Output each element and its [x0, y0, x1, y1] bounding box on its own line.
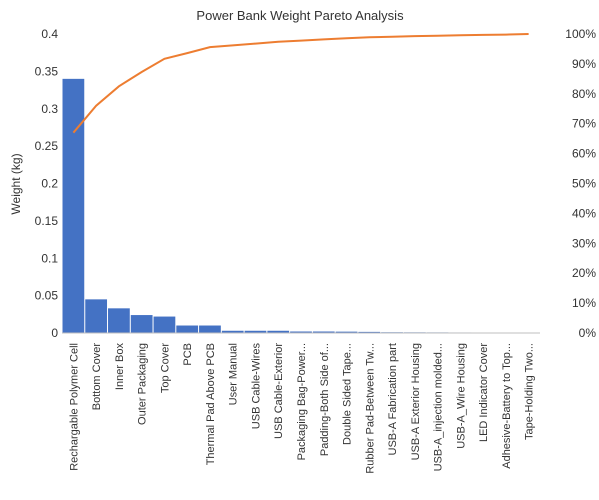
- y-tick-label: 0.3: [41, 102, 58, 116]
- x-category-label: PCB: [182, 343, 194, 366]
- cumulative-percent-line: [72, 33, 529, 134]
- y2-tick-label: 10%: [572, 296, 596, 310]
- x-category-label: Tape-Holding Two...: [524, 343, 536, 440]
- y2-tick-label: 90%: [572, 57, 596, 71]
- y2-tick-label: 40%: [572, 206, 596, 220]
- bar-12: [335, 331, 358, 333]
- x-category-label: User Manual: [228, 343, 240, 405]
- x-category-label: Padding-Both Side of...: [319, 343, 331, 456]
- y-axis-ticks: 0 0.05 0.1 0.15 0.2 0.25 0.3 0.35 0.4: [35, 27, 59, 340]
- pareto-line-layer: [72, 33, 529, 134]
- chart-title: Power Bank Weight Pareto Analysis: [196, 8, 404, 23]
- y-tick-label: 0.15: [35, 214, 59, 228]
- bars-layer: [62, 78, 540, 334]
- y-tick-label: 0.1: [41, 251, 58, 265]
- x-category-label: Inner Box: [114, 343, 126, 391]
- x-category-label: Top Cover: [159, 343, 171, 393]
- y-axis-label: Weight (kg): [9, 153, 23, 214]
- y-tick-label: 0.35: [35, 64, 59, 78]
- bar-9: [267, 330, 290, 333]
- x-category-label: Bottom Cover: [91, 343, 103, 411]
- y2-tick-label: 0%: [579, 326, 597, 340]
- x-category-label: Double Sided Tape...: [342, 343, 354, 445]
- x-category-label: USB-A_Wire Housing: [455, 343, 467, 449]
- bar-0: [62, 78, 85, 333]
- y2-tick-label: 80%: [572, 87, 596, 101]
- x-axis-category-labels: Rechargable Polymer Cell Bottom Cover Inne…: [68, 343, 535, 474]
- bar-3: [130, 315, 153, 333]
- bar-4: [153, 316, 176, 333]
- x-category-label: USB-A_injection molded...: [433, 343, 445, 471]
- x-category-label: Adhesive-Battery to Top...: [501, 343, 513, 469]
- bar-11: [312, 331, 335, 333]
- y2-tick-label: 30%: [572, 236, 596, 250]
- y2-tick-label: 100%: [565, 27, 596, 41]
- x-category-label: USB Cable-Wires: [250, 343, 262, 430]
- y-tick-label: 0: [51, 326, 58, 340]
- bar-13: [358, 331, 381, 333]
- x-category-label: Packaging Bag-Power...: [296, 343, 308, 460]
- x-category-label: Outer Packaging: [137, 343, 149, 425]
- x-category-label: USB Cable-Exterior: [273, 343, 285, 439]
- y2-tick-label: 20%: [572, 266, 596, 280]
- bar-8: [244, 330, 267, 333]
- x-category-label: USB-A Fabrication part: [387, 343, 399, 456]
- bar-5: [176, 325, 199, 333]
- x-category-label: LED Indicator Cover: [478, 343, 490, 442]
- x-category-label: Thermal Pad Above PCB: [205, 343, 217, 465]
- bar-10: [290, 331, 312, 333]
- bar-6: [199, 325, 221, 333]
- y-tick-label: 0.2: [41, 177, 58, 191]
- bar-1: [85, 299, 108, 333]
- y-tick-label: 0.25: [35, 139, 59, 153]
- x-category-label: Rechargable Polymer Cell: [68, 343, 80, 471]
- y2-tick-label: 60%: [572, 147, 596, 161]
- y2-axis-ticks: 0% 10% 20% 30% 40% 50% 60% 70% 80% 90% 100%: [565, 27, 596, 340]
- y2-tick-label: 50%: [572, 177, 596, 191]
- x-category-label: Rubber Pad-Between Tw...: [364, 343, 376, 474]
- x-category-label: USB-A Exterior Housing: [410, 343, 422, 460]
- bar-7: [221, 330, 244, 333]
- y2-tick-label: 70%: [572, 117, 596, 131]
- y-tick-label: 0.4: [41, 27, 58, 41]
- bar-2: [108, 308, 130, 333]
- y-tick-label: 0.05: [35, 289, 59, 303]
